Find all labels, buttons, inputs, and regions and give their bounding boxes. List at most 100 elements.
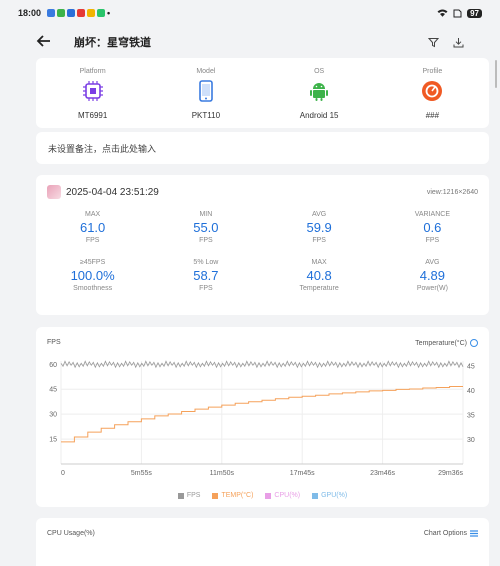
stat-value: 4.89 — [419, 268, 446, 283]
stat-avg-fps: AVG 59.9 FPS — [263, 211, 376, 244]
stat-unit: Smoothness — [73, 285, 113, 292]
profile-value: ### — [425, 111, 440, 120]
y2-tick-label: 40 — [467, 388, 475, 395]
fps-chart[interactable]: 0 5m55s 11m50s 17m45s 23m46s 29m36s 15 30 45 60 30… — [36, 349, 489, 489]
legend-item-cpu[interactable]: CPU(%) — [265, 492, 300, 499]
y2-tick-label: 45 — [467, 363, 475, 370]
filter-icon[interactable] — [428, 37, 439, 48]
back-arrow-icon[interactable] — [36, 33, 52, 49]
stat-unit: FPS — [199, 237, 213, 244]
legend-item-gpu[interactable]: GPU(%) — [312, 492, 347, 499]
stat-label: MIN — [199, 211, 213, 218]
legend-item-fps[interactable]: FPS — [177, 492, 200, 499]
platform-value: MT6991 — [77, 111, 108, 120]
y-tick-label: 45 — [49, 387, 57, 394]
stat-label: MAX — [311, 259, 327, 266]
menu-icon — [470, 530, 478, 537]
x-tick-label: 5m55s — [131, 470, 153, 477]
notification-icon — [87, 9, 96, 17]
legend-swatch — [312, 492, 319, 499]
stat-min-fps: MIN 55.0 FPS — [149, 211, 262, 244]
stat-avg-power: AVG 4.89 Power(W) — [376, 259, 489, 292]
profile-info: Profile ### — [376, 68, 489, 128]
cpu-chart-card: CPU Usage(%) Chart Options — [36, 518, 489, 566]
stat-unit: FPS — [312, 237, 326, 244]
stat-smoothness: ≥45FPS 100.0% Smoothness — [36, 259, 149, 292]
y2-tick-label: 35 — [467, 412, 475, 419]
cpu-chart-title: CPU Usage(%) — [47, 530, 95, 537]
stat-max-temp: MAX 40.8 Temperature — [263, 259, 376, 292]
legend-swatch — [177, 492, 184, 499]
profile-label: Profile — [422, 68, 443, 75]
phone-icon — [199, 80, 213, 102]
fps-chart-card: FPS Temperature(°C) 0 5m55s 11m50s 17m45s 23… — [36, 327, 489, 507]
game-avatar — [47, 185, 61, 199]
stat-value: 61.0 — [79, 220, 106, 235]
session-stats-card: 2025-04-04 23:51:29 view:1216×2640 MAX 61… — [36, 175, 489, 315]
device-info-card: Platform MT6991 Model PKT110 OS Android … — [36, 58, 489, 128]
stat-label: AVG — [311, 211, 327, 218]
note-input[interactable]: 未设置备注，点击此处输入 — [36, 132, 489, 164]
stat-value: 58.7 — [193, 268, 219, 283]
stat-label: MAX — [85, 211, 101, 218]
status-time: 18:00 — [18, 8, 42, 18]
chart-right-title: Temperature(°C) — [415, 339, 467, 347]
stat-label: AVG — [425, 259, 440, 266]
chart-options-label: Chart Options — [423, 530, 467, 537]
status-dot: • — [107, 8, 111, 18]
os-value: Android 15 — [299, 111, 339, 120]
series-line-temp — [61, 386, 463, 443]
x-tick-label: 23m46s — [370, 470, 395, 477]
stat-unit: Temperature — [299, 285, 339, 292]
stat-value: 100.0% — [70, 268, 115, 283]
y-tick-label: 15 — [49, 437, 57, 444]
notification-icon — [97, 9, 106, 17]
profile-icon — [422, 81, 443, 101]
notification-icon — [47, 9, 56, 17]
chart-legend: FPS TEMP(°C) CPU(%) GPU(%) — [36, 492, 489, 499]
scrollbar[interactable] — [495, 60, 497, 88]
notification-icon — [77, 9, 86, 17]
wifi-icon — [437, 9, 448, 17]
stat-unit: FPS — [85, 237, 100, 244]
model-label: Model — [196, 68, 216, 75]
chart-options-button[interactable]: Chart Options — [424, 530, 478, 537]
stat-unit: Power(W) — [416, 285, 448, 292]
stat-value: 55.0 — [193, 220, 219, 235]
model-value: PKT110 — [191, 111, 221, 120]
legend-item-temp[interactable]: TEMP(°C) — [212, 492, 253, 499]
stat-variance: VARIANCE 0.6 FPS — [376, 211, 489, 244]
status-bar: 18:00 • 97 — [0, 0, 500, 26]
platform-info: Platform MT6991 — [36, 68, 149, 128]
info-icon[interactable] — [470, 339, 478, 347]
download-icon[interactable] — [453, 37, 464, 48]
y2-tick-label: 30 — [467, 437, 475, 444]
legend-label: GPU(%) — [321, 492, 348, 499]
legend-label: TEMP(°C) — [221, 492, 254, 499]
app-bar: 崩坏：星穹铁道 — [0, 26, 500, 58]
model-info: Model PKT110 — [149, 68, 262, 128]
y-tick-label: 60 — [49, 362, 57, 369]
legend-swatch — [212, 492, 219, 499]
notification-icon — [57, 9, 66, 17]
stat-value: 0.6 — [423, 220, 442, 235]
android-icon — [310, 83, 329, 101]
platform-label: Platform — [79, 68, 106, 75]
stat-5pct-low: 5% Low 58.7 FPS — [149, 259, 262, 292]
x-tick-label: 17m45s — [290, 470, 315, 477]
session-date: 2025-04-04 23:51:29 — [66, 186, 159, 198]
stat-label: VARIANCE — [414, 211, 451, 218]
stat-label: 5% Low — [193, 259, 219, 266]
stat-unit: FPS — [199, 285, 213, 292]
os-info: OS Android 15 — [263, 68, 376, 128]
x-tick-label: 29m36s — [438, 470, 463, 477]
y-tick-label: 30 — [49, 412, 57, 419]
stat-max-fps: MAX 61.0 FPS — [36, 211, 149, 244]
x-tick-label: 11m50s — [210, 470, 235, 477]
legend-label: CPU(%) — [274, 492, 301, 499]
x-tick-label: 0 — [61, 470, 65, 477]
os-label: OS — [314, 68, 325, 75]
chip-icon — [82, 81, 103, 101]
stat-value: 40.8 — [306, 268, 332, 283]
chart-title: FPS — [47, 339, 61, 346]
